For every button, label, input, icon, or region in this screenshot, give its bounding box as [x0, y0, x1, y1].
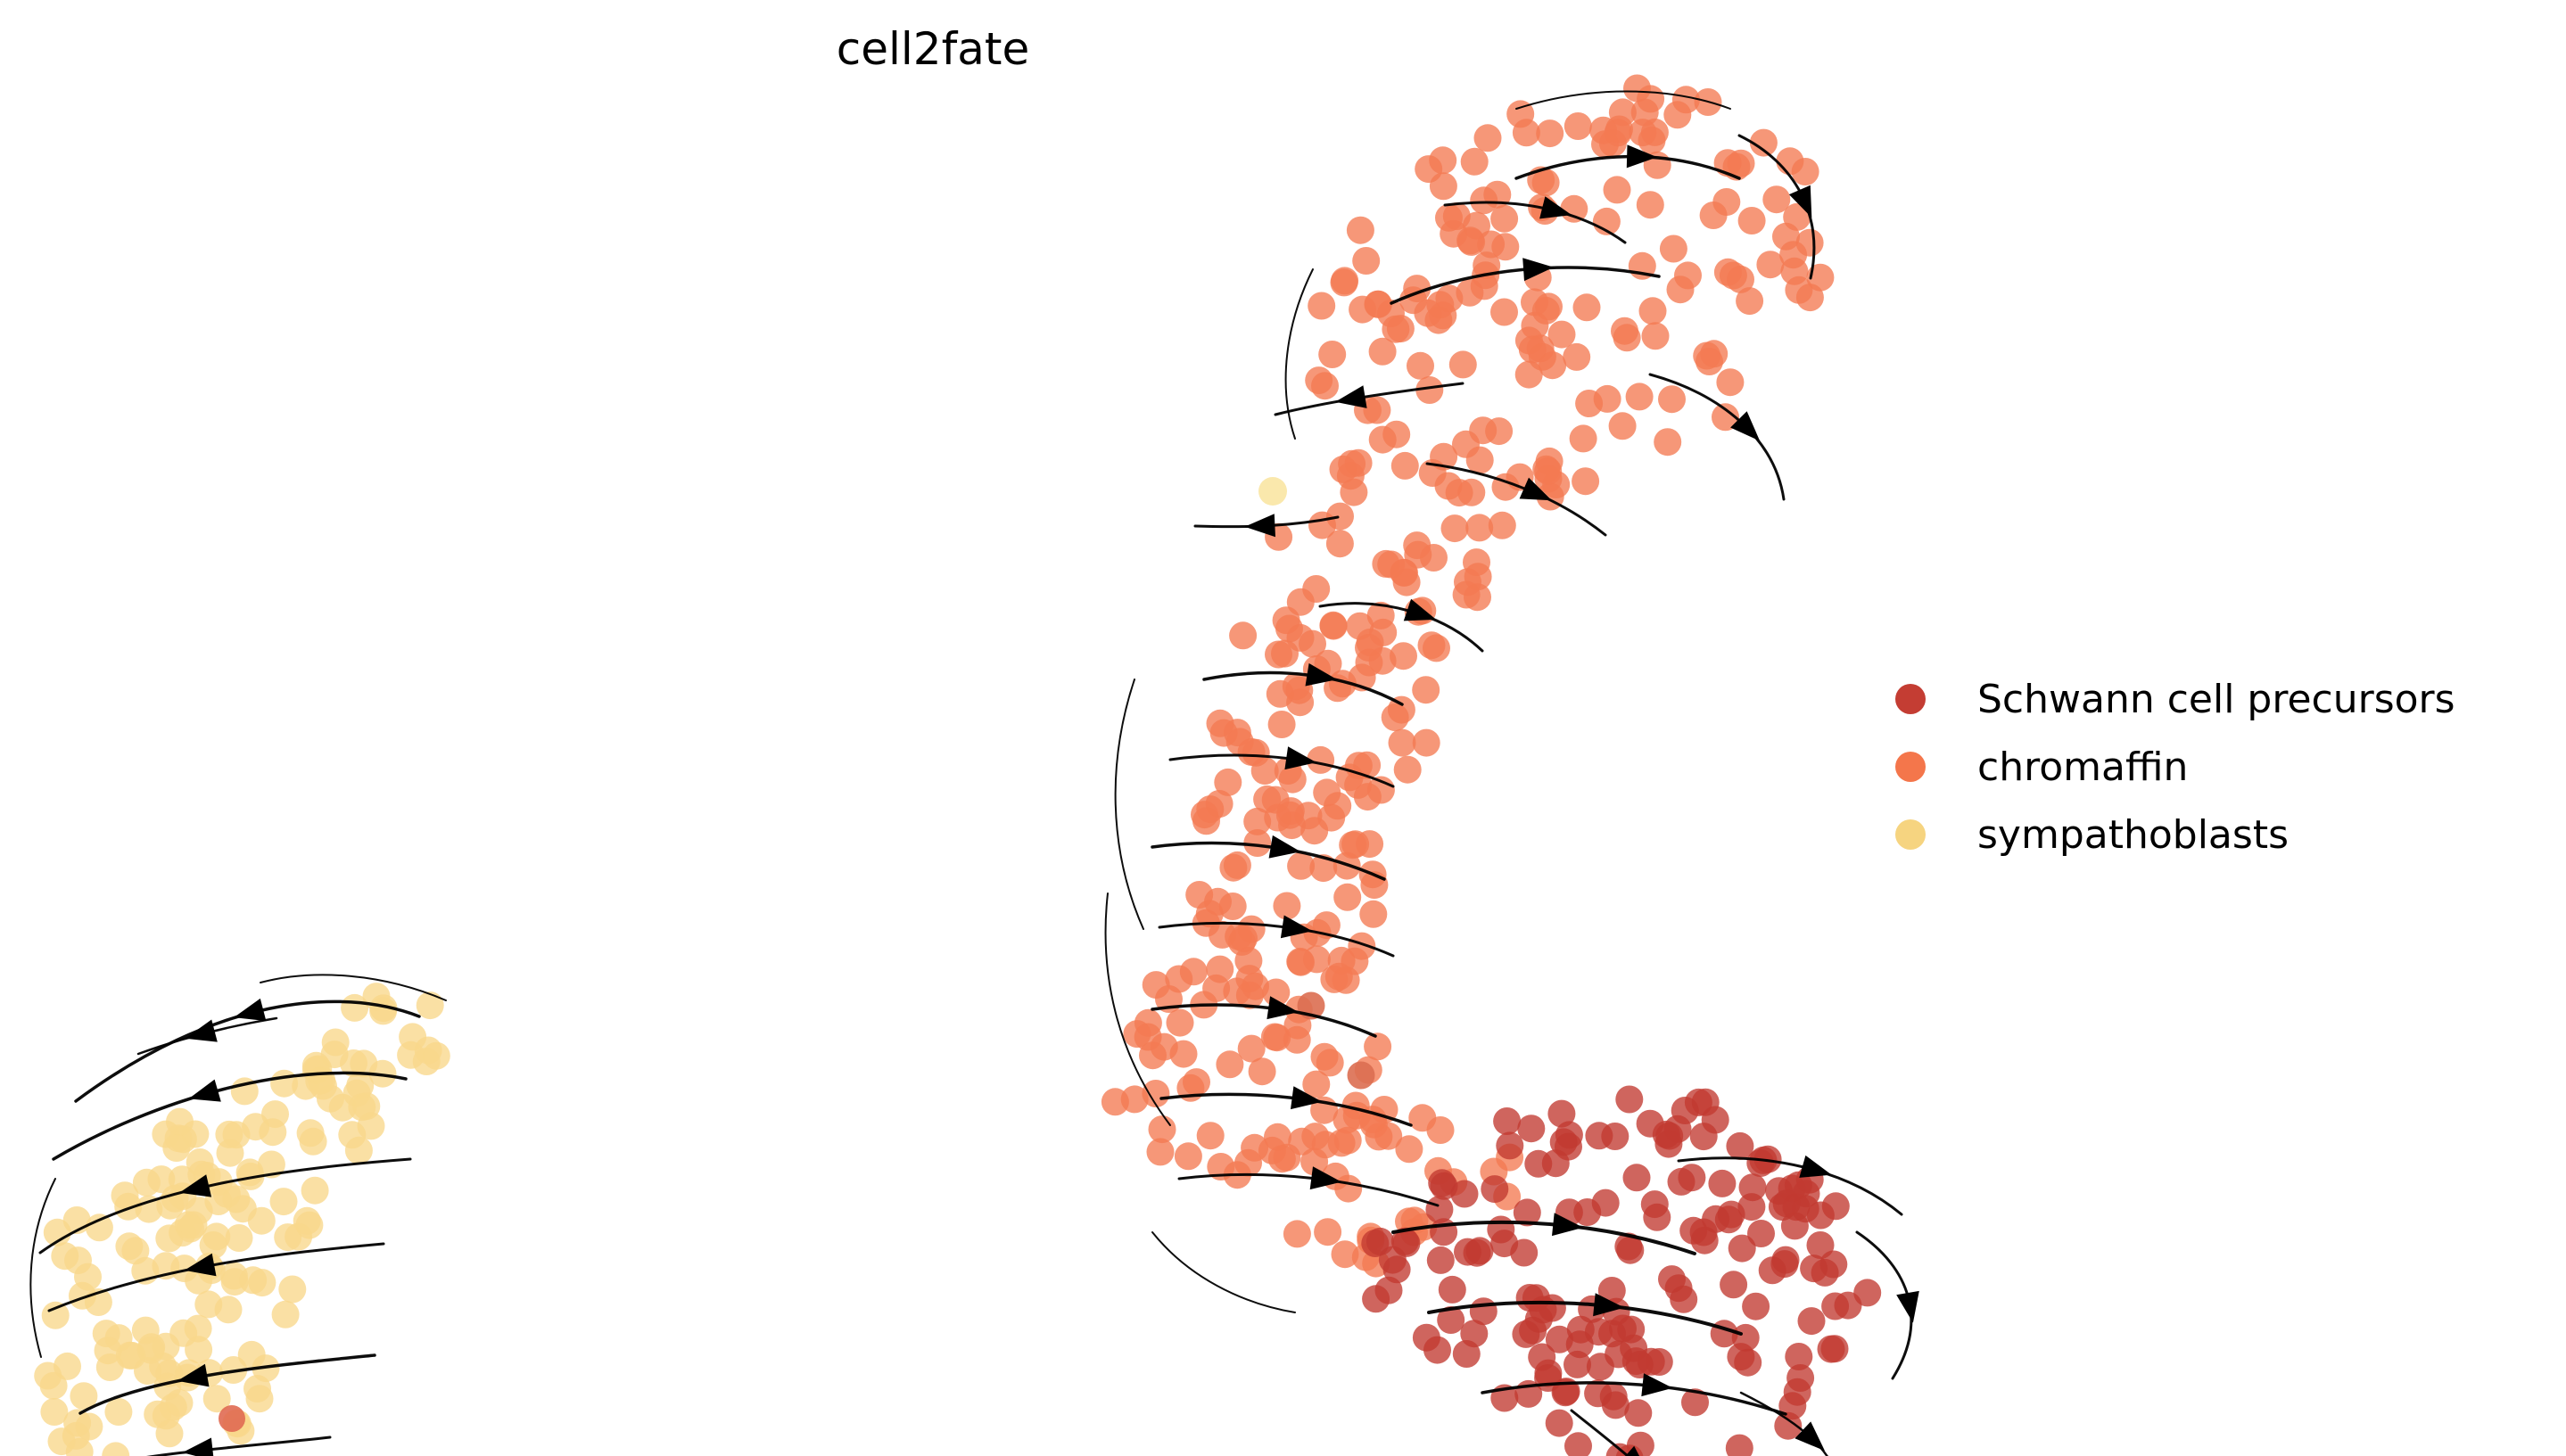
legend-item-schwann-cell-precursors: Schwann cell precursors: [1895, 676, 2455, 722]
legend-label-chromaffin: chromaffin: [1977, 744, 2189, 790]
legend-label-schwann: Schwann cell precursors: [1977, 676, 2455, 722]
streamlines: [29, 90, 1919, 1456]
chart-title: cell2fate: [836, 23, 1030, 75]
legend-marker-schwann-icon: [1895, 684, 1926, 714]
legend-label-sympathoblasts: sympathoblasts: [1977, 811, 2289, 858]
scatter-points: [34, 74, 1882, 1456]
legend-item-sympathoblasts: sympathoblasts: [1895, 811, 2455, 858]
legend-item-chromaffin: chromaffin: [1895, 744, 2455, 790]
legend: Schwann cell precursors chromaffin sympa…: [1895, 676, 2455, 858]
legend-marker-chromaffin-icon: [1895, 752, 1926, 782]
legend-marker-sympathoblasts-icon: [1895, 819, 1926, 850]
